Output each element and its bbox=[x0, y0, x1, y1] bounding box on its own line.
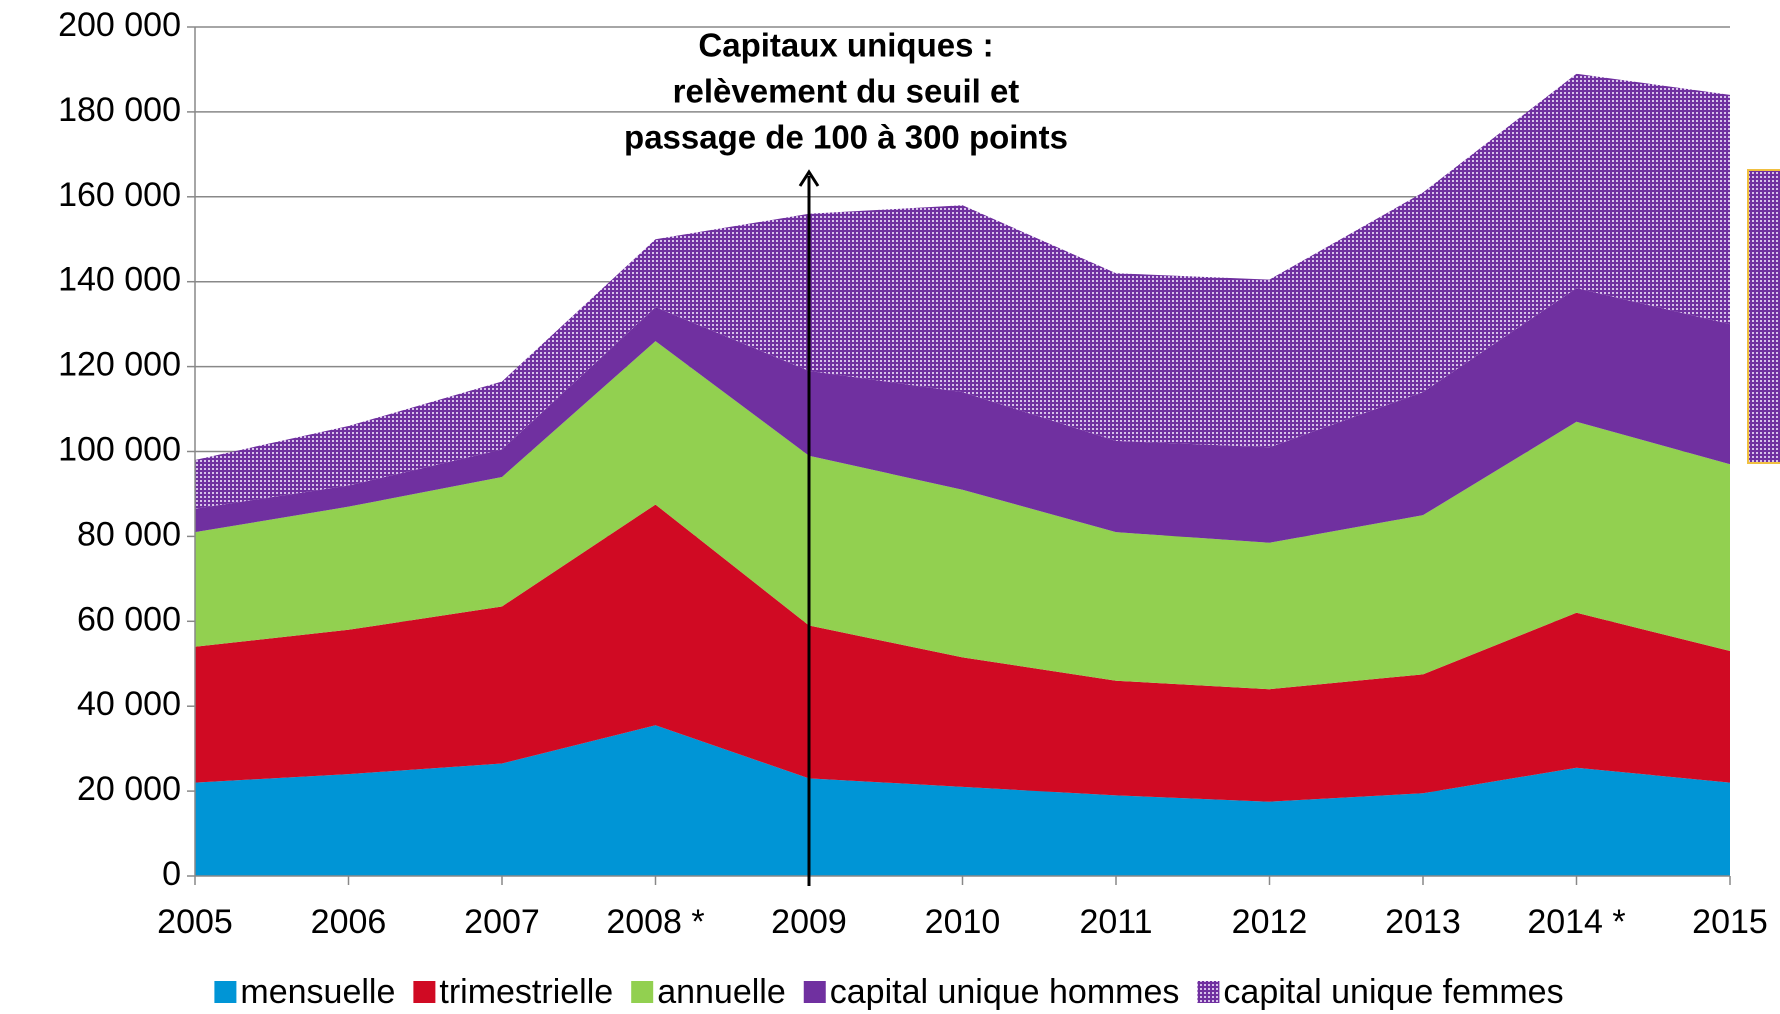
area bbox=[195, 288, 1730, 543]
x-tick-label: 2007 bbox=[464, 903, 540, 941]
legend-swatch bbox=[803, 981, 826, 1003]
x-tick-label: 2014 * bbox=[1527, 903, 1625, 941]
y-tick-label: 200 000 bbox=[58, 6, 181, 44]
legend-label: trimestrielle bbox=[439, 973, 613, 1011]
area bbox=[195, 341, 1730, 690]
area bbox=[195, 725, 1730, 876]
legend-label: mensuelle bbox=[240, 973, 395, 1011]
y-tick-label: 120 000 bbox=[58, 346, 181, 384]
arrow-head bbox=[798, 169, 820, 187]
legend-label: annuelle bbox=[657, 973, 786, 1011]
legend-label: capital unique femmes bbox=[1223, 973, 1563, 1011]
y-tick-label: 160 000 bbox=[58, 176, 181, 214]
x-tick-label: 2005 bbox=[157, 903, 233, 941]
x-tick-label: 2012 bbox=[1232, 903, 1308, 941]
y-tick-label: 80 000 bbox=[77, 515, 181, 553]
legend-swatch bbox=[631, 981, 654, 1003]
x-tick-label: 2008 * bbox=[606, 903, 704, 941]
side-box bbox=[1747, 169, 1780, 464]
legend-swatch bbox=[1197, 981, 1220, 1003]
y-tick-label: 0 bbox=[162, 855, 181, 893]
x-tick-label: 2009 bbox=[771, 903, 847, 941]
x-tick-label: 2006 bbox=[311, 903, 387, 941]
x-tick-label: 2013 bbox=[1385, 903, 1461, 941]
x-tick-label: 2015 bbox=[1692, 903, 1768, 941]
area bbox=[195, 504, 1730, 802]
annotation: passage de 100 à 300 points bbox=[624, 119, 1068, 156]
y-tick-label: 20 000 bbox=[77, 770, 181, 808]
y-tick-label: 100 000 bbox=[58, 430, 181, 468]
annotation: relèvement du seuil et bbox=[673, 73, 1020, 110]
y-tick-label: 180 000 bbox=[58, 91, 181, 129]
legend-label: capital unique hommes bbox=[830, 973, 1180, 1011]
x-tick-label: 2010 bbox=[925, 903, 1001, 941]
x-tick-label: 2011 bbox=[1079, 903, 1152, 941]
legend-swatch bbox=[214, 981, 237, 1003]
y-tick-label: 60 000 bbox=[77, 600, 181, 638]
area bbox=[195, 73, 1730, 509]
y-tick-label: 40 000 bbox=[77, 685, 181, 723]
legend-swatch bbox=[413, 981, 436, 1003]
annotation: Capitaux uniques : bbox=[698, 27, 993, 64]
y-tick-label: 140 000 bbox=[58, 261, 181, 299]
